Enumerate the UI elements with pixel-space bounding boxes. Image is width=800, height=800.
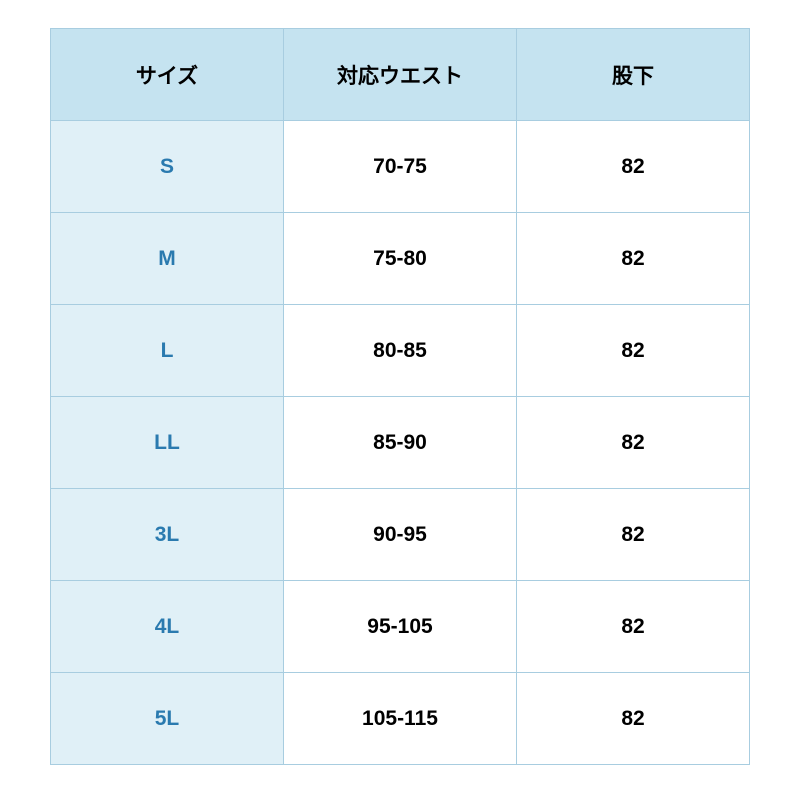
inseam-cell: 82 xyxy=(517,581,750,673)
table-header-row: サイズ 対応ウエスト 股下 xyxy=(51,29,750,121)
inseam-cell: 82 xyxy=(517,213,750,305)
header-size: サイズ xyxy=(51,29,284,121)
table-row: 5L 105-115 82 xyxy=(51,673,750,765)
waist-cell: 70-75 xyxy=(284,121,517,213)
table-row: 3L 90-95 82 xyxy=(51,489,750,581)
table-row: M 75-80 82 xyxy=(51,213,750,305)
table-row: 4L 95-105 82 xyxy=(51,581,750,673)
waist-cell: 75-80 xyxy=(284,213,517,305)
waist-cell: 90-95 xyxy=(284,489,517,581)
table-row: S 70-75 82 xyxy=(51,121,750,213)
header-inseam: 股下 xyxy=(517,29,750,121)
size-cell: 3L xyxy=(51,489,284,581)
size-table: サイズ 対応ウエスト 股下 S 70-75 82 M 75-80 82 L 80… xyxy=(50,28,750,765)
header-waist: 対応ウエスト xyxy=(284,29,517,121)
waist-cell: 85-90 xyxy=(284,397,517,489)
inseam-cell: 82 xyxy=(517,305,750,397)
table-row: LL 85-90 82 xyxy=(51,397,750,489)
inseam-cell: 82 xyxy=(517,121,750,213)
inseam-cell: 82 xyxy=(517,673,750,765)
size-cell: S xyxy=(51,121,284,213)
size-cell: L xyxy=(51,305,284,397)
size-cell: M xyxy=(51,213,284,305)
table-row: L 80-85 82 xyxy=(51,305,750,397)
waist-cell: 105-115 xyxy=(284,673,517,765)
waist-cell: 80-85 xyxy=(284,305,517,397)
inseam-cell: 82 xyxy=(517,489,750,581)
size-cell: 4L xyxy=(51,581,284,673)
size-cell: LL xyxy=(51,397,284,489)
size-cell: 5L xyxy=(51,673,284,765)
inseam-cell: 82 xyxy=(517,397,750,489)
waist-cell: 95-105 xyxy=(284,581,517,673)
